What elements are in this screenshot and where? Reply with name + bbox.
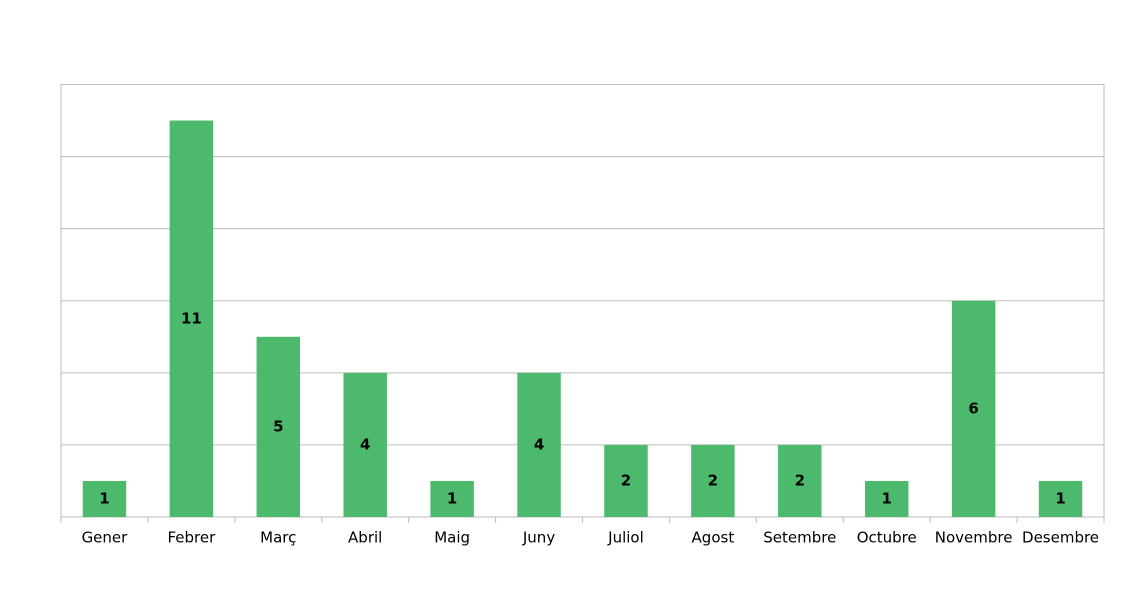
bar [517,372,561,517]
x-tick-label: Maig [434,529,470,547]
data-label: 1 [881,489,891,507]
data-label: 2 [708,471,718,489]
bar [343,372,387,517]
x-tick-label: Febrer [167,529,216,547]
x-tick-label: Setembre [763,529,836,547]
x-tick-label: Novembre [935,529,1013,547]
data-label: 6 [968,399,978,417]
bar [691,444,735,517]
bar [604,444,648,517]
x-tick-label: Juliol [607,529,644,547]
bar [864,480,909,517]
data-label: 1 [1055,489,1065,507]
bar [778,444,822,517]
x-tick-label: Octubre [857,529,917,547]
x-tick-label: Juny [522,529,555,547]
bar [1038,480,1083,517]
x-tick-label: Març [260,529,296,547]
data-label: 1 [447,489,457,507]
data-label: 4 [360,435,370,453]
x-tick-label: Agost [692,529,735,547]
x-tick-label: Abril [348,529,382,547]
data-label: 1 [99,489,109,507]
bar [256,336,301,517]
data-label: 4 [534,435,544,453]
data-label: 5 [273,417,283,435]
data-label: 11 [181,309,202,327]
bar [430,480,474,517]
bar [82,480,127,517]
data-label: 2 [795,471,805,489]
bar [951,300,996,517]
bar [169,120,214,518]
data-label: 2 [621,471,631,489]
x-tick-label: Gener [82,529,129,547]
x-tick-label: Desembre [1022,529,1099,547]
